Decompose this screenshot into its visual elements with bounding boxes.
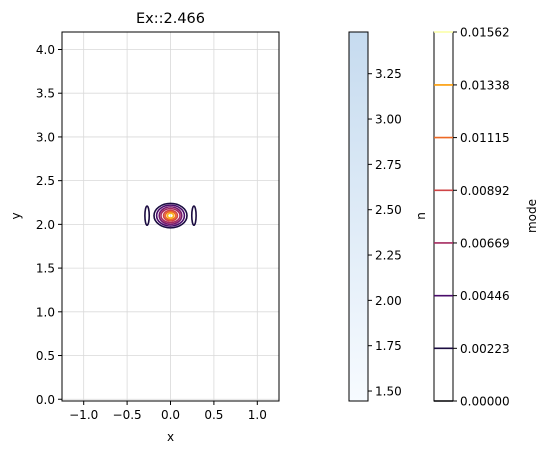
colorbar-mode-ticks: 0.00000 0.00223 0.00446 0.00669 0.00892 0.011… [434, 26, 510, 409]
colorbar-mode-tick-label: 0.00669 [460, 236, 510, 250]
x-axis-label: x [167, 430, 174, 444]
mode-contour [162, 209, 179, 222]
y-tick-label: 2.0 [36, 218, 55, 232]
colorbar-n-tick-label: 2.50 [375, 203, 402, 217]
colorbar-n-tick-label: 1.75 [375, 339, 402, 353]
mode-contour [160, 207, 181, 224]
colorbar-mode-tick-label: 0.00000 [460, 395, 510, 409]
colorbar-n-gradient [348, 31, 369, 402]
y-tick-label: 3.0 [36, 130, 55, 144]
mode-contour [158, 206, 183, 226]
y-tick-label: 0.0 [36, 393, 55, 407]
side-lobe-contour [190, 205, 197, 227]
y-tick-label: 1.0 [36, 305, 55, 319]
x-tick-label: −1.0 [69, 408, 98, 422]
grid-lines [62, 32, 279, 401]
y-axis: 0.0 0.5 1.0 1.5 2.0 2.5 3.0 3.5 4.0 [36, 43, 62, 407]
colorbar-mode-tick-label: 0.01562 [460, 26, 510, 40]
colorbar-mode: 0.00000 0.00223 0.00446 0.00669 0.00892 0.011… [433, 26, 539, 409]
colorbar-mode-label: mode [525, 199, 539, 233]
colorbar-mode-tick-label: 0.01115 [460, 131, 510, 145]
plot-title: Ex::2.466 [136, 11, 205, 27]
x-axis: −1.0 −0.5 0.0 0.5 1.0 [69, 401, 267, 422]
side-lobe-contour [144, 205, 151, 227]
colorbar-n-tick-label: 3.00 [375, 113, 402, 127]
y-tick-label: 1.5 [36, 262, 55, 276]
colorbar-n: 1.50 1.75 2.00 2.25 2.50 2.75 3.00 3.25 n [348, 31, 428, 402]
colorbar-n-tick-label: 2.75 [375, 158, 402, 172]
x-tick-label: 1.0 [248, 408, 267, 422]
colorbar-n-tick-label: 2.00 [375, 294, 402, 308]
colorbar-n-tick-label: 2.25 [375, 249, 402, 263]
colorbar-mode-frame [433, 31, 454, 402]
y-tick-label: 0.5 [36, 349, 55, 363]
contour-lines [144, 202, 197, 229]
x-tick-label: −0.5 [113, 408, 142, 422]
colorbar-mode-tick-label: 0.00892 [460, 184, 510, 198]
y-tick-label: 2.5 [36, 174, 55, 188]
y-tick-label: 3.5 [36, 87, 55, 101]
mode-contour [155, 204, 186, 227]
colorbar-mode-tick-label: 0.00446 [460, 289, 510, 303]
x-tick-label: 0.0 [161, 408, 180, 422]
main-plot: Ex::2.466 −1.0 −0.5 0.0 0.5 1.0 0.00.51.01.5… [9, 11, 280, 444]
mode-contour [153, 202, 188, 229]
colorbar-mode-tick-label: 0.00223 [460, 342, 510, 356]
y-tick-label: 4.0 [36, 43, 55, 57]
colorbar-n-tick-label: 3.25 [375, 67, 402, 81]
x-tick-label: 0.5 [204, 408, 223, 422]
colorbar-n-label: n [414, 212, 428, 220]
mode-contour [166, 212, 175, 219]
mode-contour [164, 210, 177, 221]
y-axis-label: y [9, 212, 23, 219]
colorbar-mode-tick-label: 0.01338 [460, 78, 510, 92]
colorbar-n-tick-label: 1.50 [375, 385, 402, 399]
colorbar-n-ticks: 1.50 1.75 2.00 2.25 2.50 2.75 3.00 3.25 [368, 67, 402, 399]
